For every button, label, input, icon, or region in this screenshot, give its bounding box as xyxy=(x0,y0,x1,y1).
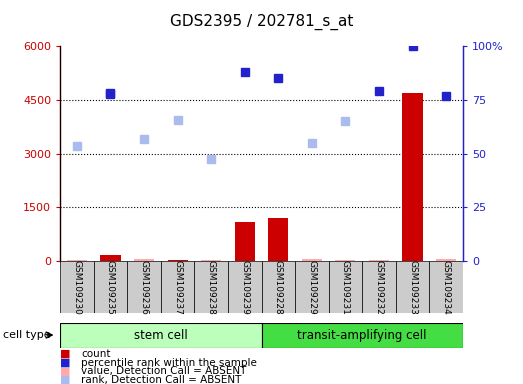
Bar xyxy=(262,323,463,348)
Bar xyxy=(60,261,94,313)
Text: GDS2395 / 202781_s_at: GDS2395 / 202781_s_at xyxy=(170,13,353,30)
Bar xyxy=(369,260,389,261)
Text: count: count xyxy=(81,349,110,359)
Text: GSM109230: GSM109230 xyxy=(72,260,82,314)
Text: transit-amplifying cell: transit-amplifying cell xyxy=(298,329,427,341)
Bar xyxy=(362,261,396,313)
Text: GSM109231: GSM109231 xyxy=(341,260,350,314)
Bar xyxy=(127,261,161,313)
Text: GSM109235: GSM109235 xyxy=(106,260,115,314)
Bar xyxy=(60,323,262,348)
Bar xyxy=(94,261,127,313)
Text: GSM109238: GSM109238 xyxy=(207,260,215,314)
Bar xyxy=(328,261,362,313)
Bar xyxy=(228,261,262,313)
Text: GSM109239: GSM109239 xyxy=(240,260,249,314)
Bar xyxy=(100,255,121,261)
Bar xyxy=(167,260,188,261)
Text: GSM109232: GSM109232 xyxy=(374,260,383,314)
Bar xyxy=(302,259,322,261)
Bar xyxy=(335,260,356,261)
Bar xyxy=(268,218,288,261)
Text: percentile rank within the sample: percentile rank within the sample xyxy=(81,358,257,368)
Text: ■: ■ xyxy=(60,349,71,359)
Text: GSM109229: GSM109229 xyxy=(308,260,316,314)
Text: stem cell: stem cell xyxy=(134,329,188,341)
Bar xyxy=(396,261,429,313)
Text: GSM109234: GSM109234 xyxy=(441,260,451,314)
Text: ■: ■ xyxy=(60,358,71,368)
Bar xyxy=(403,93,423,261)
Text: rank, Detection Call = ABSENT: rank, Detection Call = ABSENT xyxy=(81,375,242,384)
Bar xyxy=(235,222,255,261)
Bar xyxy=(295,261,328,313)
Text: GSM109237: GSM109237 xyxy=(173,260,182,314)
Text: ■: ■ xyxy=(60,366,71,376)
Text: cell type: cell type xyxy=(3,330,50,340)
Text: value, Detection Call = ABSENT: value, Detection Call = ABSENT xyxy=(81,366,246,376)
Bar xyxy=(161,261,195,313)
Text: GSM109228: GSM109228 xyxy=(274,260,283,314)
Bar xyxy=(67,260,87,261)
Bar xyxy=(195,261,228,313)
Text: GSM109236: GSM109236 xyxy=(140,260,149,314)
Bar xyxy=(436,259,456,261)
Bar xyxy=(429,261,463,313)
Bar xyxy=(134,259,154,261)
Text: GSM109233: GSM109233 xyxy=(408,260,417,314)
Bar xyxy=(201,260,221,261)
Bar xyxy=(262,261,295,313)
Text: ■: ■ xyxy=(60,375,71,384)
